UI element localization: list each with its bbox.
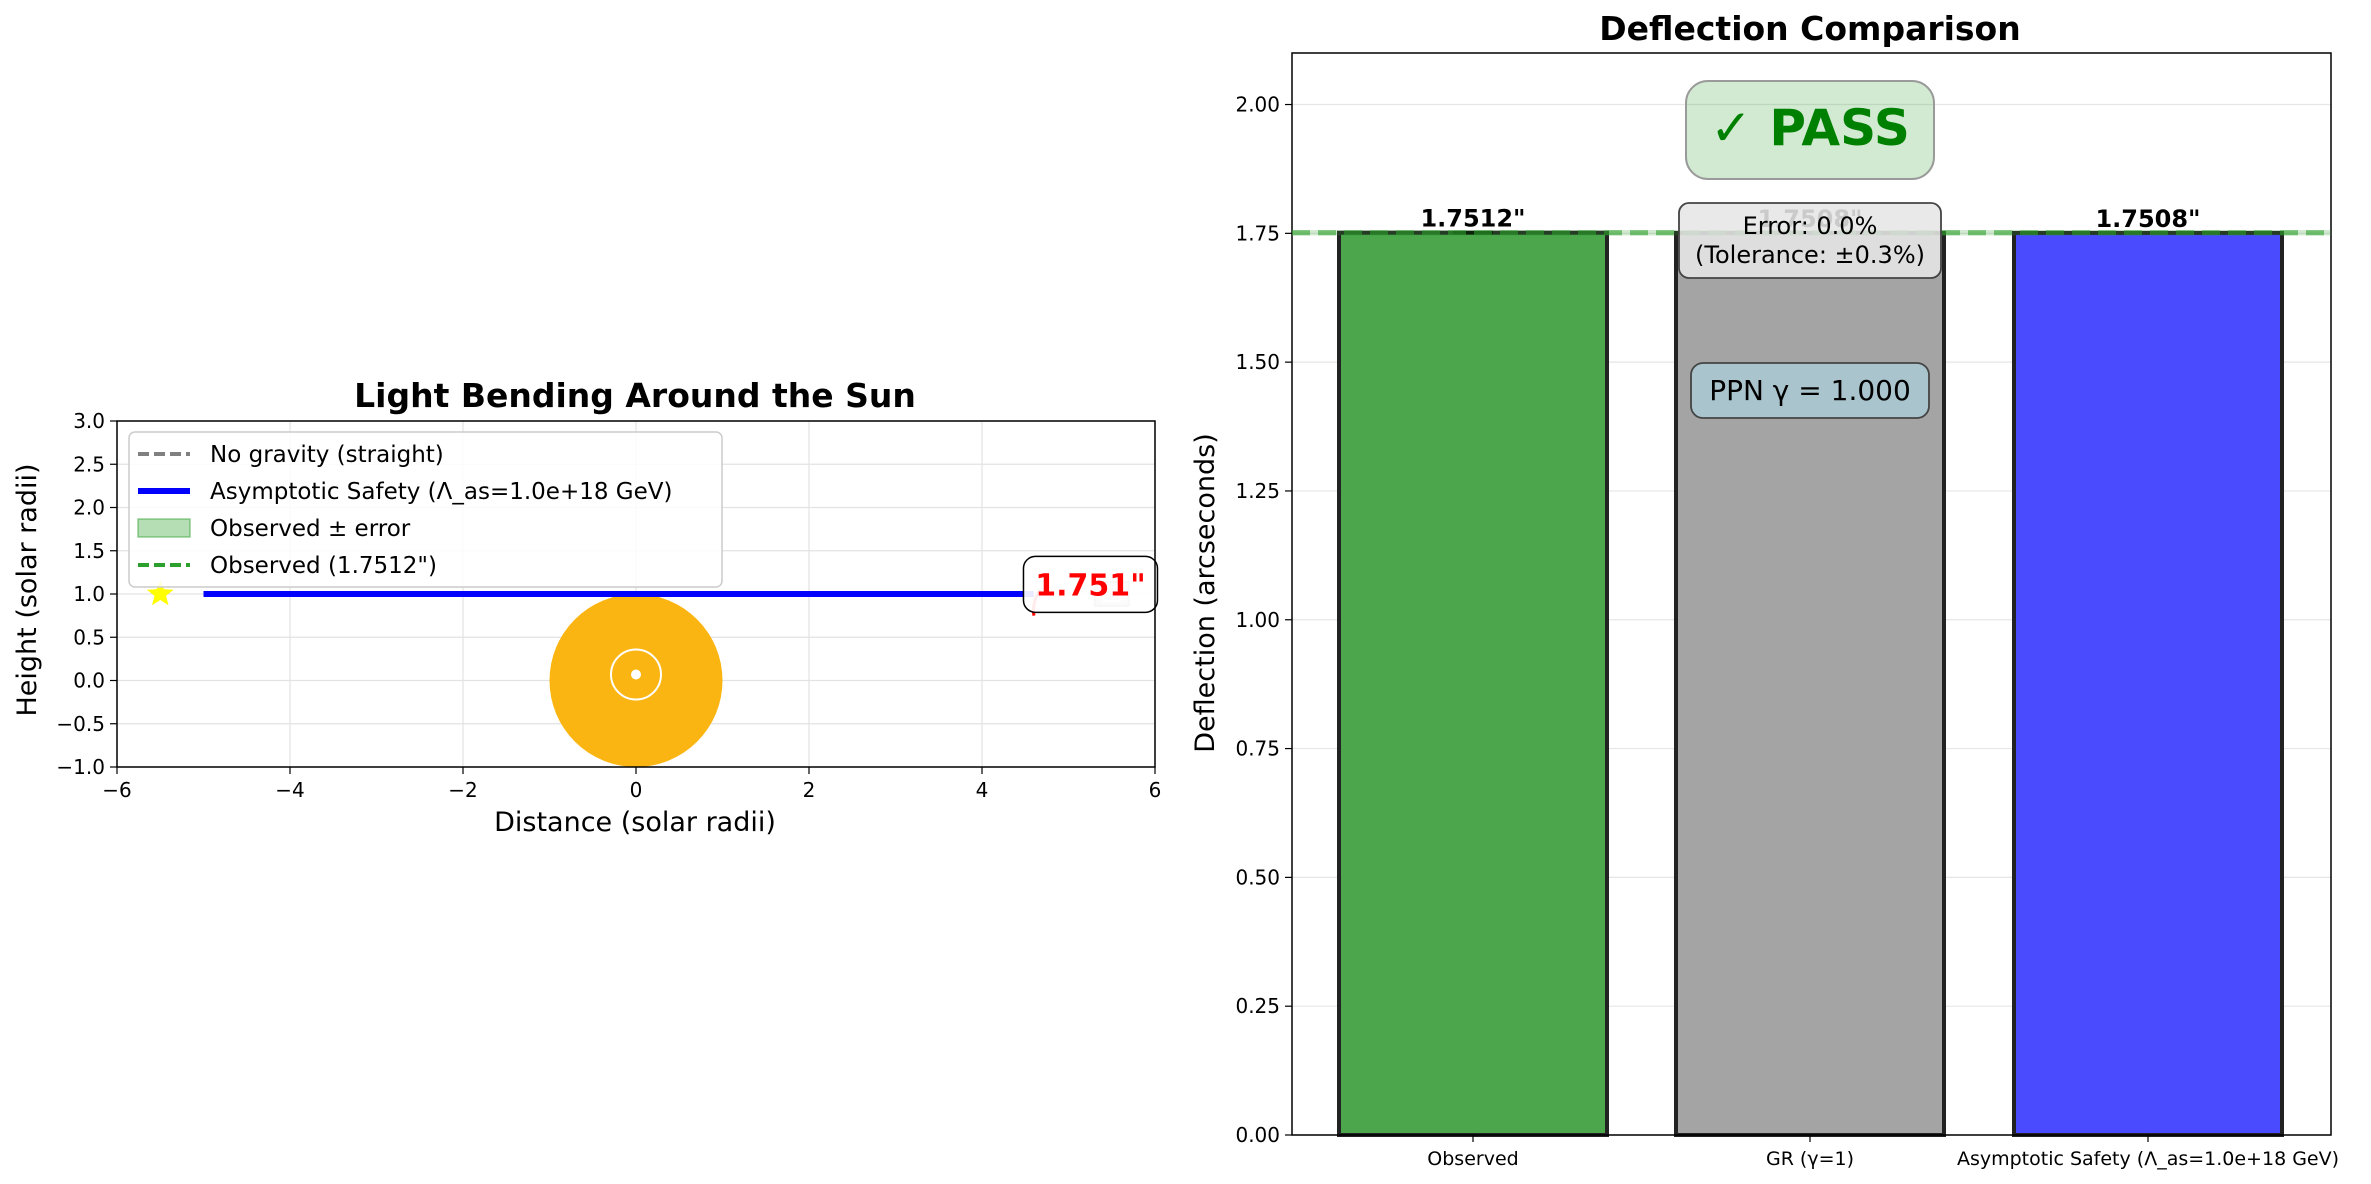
left-x-tick-label: −2 bbox=[448, 778, 477, 802]
left-x-axis-ticks: −6 −4 −2 0 2 4 6 bbox=[102, 767, 1161, 802]
left-y-tick-label: 0.0 bbox=[73, 669, 105, 693]
right-annotations: ✓ PASS Error: 0.0%(Tolerance: ±0.3%) PPN γ… bbox=[1292, 80, 2331, 419]
left-x-tick-label: 2 bbox=[803, 778, 816, 802]
sun-symbol-ring bbox=[610, 648, 662, 701]
deflection-annotation-box bbox=[1022, 555, 1159, 614]
right-y-tick-label: 1.25 bbox=[1235, 479, 1280, 503]
deflection-annotation-text: 1.751" bbox=[1035, 568, 1146, 603]
right-x-tick-label: Asymptotic Safety (Λ_as=1.0e+18 GeV) bbox=[1957, 1148, 2339, 1170]
left-legend: No gravity (straight) Asymptotic Safety (… bbox=[128, 431, 723, 588]
error-summary-line1: Error: 0.0% bbox=[1743, 212, 1878, 240]
left-y-tick-label: 1.0 bbox=[73, 582, 105, 606]
left-x-axis-label: Distance (solar radii) bbox=[494, 807, 776, 838]
source-star-marker bbox=[146, 580, 174, 606]
left-y-tick-label: −1.0 bbox=[56, 755, 105, 779]
right-x-tick-label: Observed bbox=[1427, 1148, 1518, 1170]
right-chart-title: Deflection Comparison bbox=[1599, 9, 2020, 48]
right-y-tick-label: 0.00 bbox=[1235, 1123, 1280, 1147]
right-y-tick-label: 0.50 bbox=[1235, 865, 1280, 889]
right-y-tick-label: 0.75 bbox=[1235, 737, 1280, 761]
left-y-tick-label: 3.0 bbox=[73, 409, 105, 433]
left-y-tick-label: 2.0 bbox=[73, 496, 105, 520]
sun-symbol-dot bbox=[631, 669, 641, 680]
left-y-axis-ticks: −1.0 −0.5 0.0 0.5 1.0 1.5 2.0 2.5 3.0 bbox=[56, 409, 117, 779]
legend-handle-patch bbox=[137, 518, 191, 538]
right-y-tick-label: 1.00 bbox=[1235, 608, 1280, 632]
left-x-tick-label: 4 bbox=[976, 778, 989, 802]
pass-badge bbox=[1685, 80, 1935, 180]
right-y-tick-label: 1.50 bbox=[1235, 350, 1280, 374]
right-bars: 1.7512"1.7508"1.7508" bbox=[1337, 205, 2284, 1138]
left-x-tick-label: −4 bbox=[275, 778, 304, 802]
light-bending-panel: Light Bending Around the Sun 1.751" −6 −4… bbox=[12, 376, 1161, 838]
legend-label: Asymptotic Safety (Λ_as=1.0e+18 GeV) bbox=[210, 479, 672, 505]
ppn-gamma-text: PPN γ = 1.000 bbox=[1709, 374, 1911, 407]
left-plot-content: 1.751" bbox=[146, 555, 1159, 767]
legend-label: Observed (1.7512") bbox=[210, 553, 437, 579]
legend-label: Observed ± error bbox=[210, 516, 411, 542]
bar-value-label: 1.7508" bbox=[2095, 205, 2200, 233]
ppn-gamma-box bbox=[1690, 362, 1930, 419]
right-y-axis-ticks: 0.00 0.25 0.50 0.75 1.00 1.25 1.50 1.75 2.00 bbox=[1235, 93, 1292, 1147]
error-summary-line2: (Tolerance: ±0.3%) bbox=[1695, 241, 1925, 269]
right-x-tick-label: GR (γ=1) bbox=[1766, 1148, 1854, 1170]
right-axes-frame bbox=[1291, 52, 2332, 1136]
right-y-tick-label: 2.00 bbox=[1235, 93, 1280, 117]
bar-value-label: 1.7512" bbox=[1420, 205, 1525, 233]
legend-label: No gravity (straight) bbox=[210, 442, 444, 468]
left-chart-title: Light Bending Around the Sun bbox=[354, 376, 916, 415]
deflection-comparison-panel: Deflection Comparison 1.7512" 1.7508" 1.75… bbox=[1190, 9, 2339, 1170]
right-y-tick-label: 0.25 bbox=[1235, 994, 1280, 1018]
left-y-tick-label: −0.5 bbox=[56, 712, 105, 736]
legend-frame bbox=[128, 431, 723, 588]
right-x-axis-ticks: Observed GR (γ=1) Asymptotic Safety (Λ_as=… bbox=[1427, 1135, 2339, 1170]
error-summary-box bbox=[1678, 202, 1942, 279]
left-y-axis-label: Height (solar radii) bbox=[12, 463, 43, 716]
sun-disk bbox=[549, 594, 723, 767]
right-y-axis-label: Deflection (arcseconds) bbox=[1190, 433, 1221, 753]
left-x-tick-label: −6 bbox=[102, 778, 131, 802]
left-y-tick-label: 0.5 bbox=[73, 625, 105, 649]
bar bbox=[1337, 230, 1609, 1138]
pass-badge-text: ✓ PASS bbox=[1710, 99, 1910, 157]
left-y-tick-label: 1.5 bbox=[73, 539, 105, 563]
bar bbox=[2012, 230, 2284, 1137]
right-y-tick-label: 1.75 bbox=[1235, 221, 1280, 245]
left-y-tick-label: 2.5 bbox=[73, 452, 105, 476]
left-x-tick-label: 0 bbox=[630, 778, 643, 802]
left-x-tick-label: 6 bbox=[1149, 778, 1162, 802]
